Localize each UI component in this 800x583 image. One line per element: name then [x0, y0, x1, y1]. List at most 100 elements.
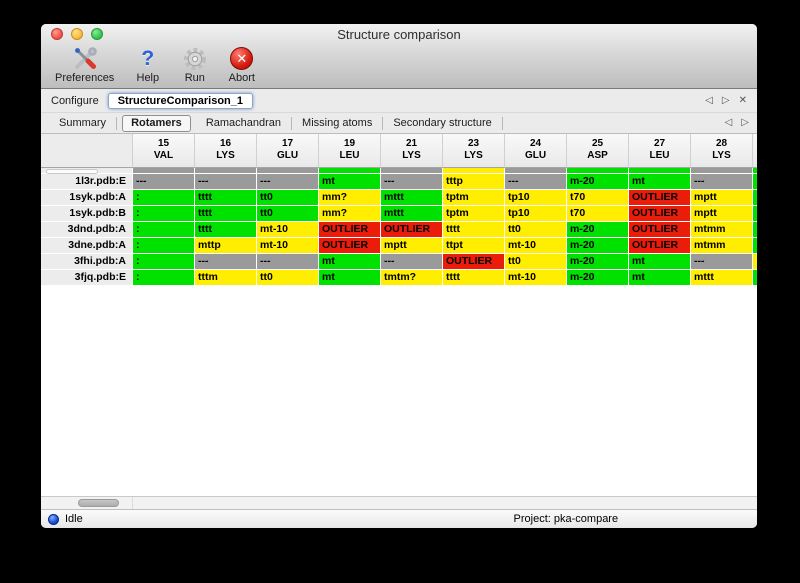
rotamer-cell[interactable]: tttm — [195, 270, 256, 285]
help-button[interactable]: ? Help — [134, 45, 161, 85]
rotamer-cell[interactable]: mttt — [691, 270, 752, 285]
rotamer-cell[interactable]: OUTLIER — [629, 222, 690, 237]
prev-configuration-arrow-icon[interactable]: ◁ — [705, 94, 713, 106]
rotamer-cell[interactable]: tptm — [443, 206, 504, 221]
rotamer-cell[interactable]: tttt — [443, 222, 504, 237]
rotamer-cell[interactable]: mptt — [691, 206, 752, 221]
rotamer-cell[interactable]: --- — [691, 254, 752, 269]
prev-tab-arrow-icon[interactable]: ◁ — [724, 117, 733, 128]
rotamer-cell[interactable]: t70 — [567, 190, 628, 205]
horizontal-scrollbar-thumb[interactable] — [78, 499, 119, 507]
rotamer-cell[interactable]: tt0 — [257, 190, 318, 205]
tab-ramachandran[interactable]: Ramachandran — [196, 116, 293, 130]
rotamer-cell[interactable]: mtmm — [691, 238, 752, 253]
rotamer-cell[interactable]: mtmm — [691, 222, 752, 237]
rotamer-cell[interactable]: --- — [505, 174, 566, 189]
rotamer-cell[interactable]: tttt — [195, 206, 256, 221]
rotamer-cell[interactable]: mttt — [381, 206, 442, 221]
rotamer-cell[interactable]: mt — [629, 174, 690, 189]
rotamer-cell[interactable]: OUTLIER — [381, 222, 442, 237]
rotamer-cell[interactable]: --- — [133, 174, 194, 189]
tab-summary[interactable]: Summary — [49, 116, 118, 130]
rotamer-cell[interactable]: mt-10 — [505, 270, 566, 285]
column-header[interactable]: 15 VAL — [133, 134, 195, 168]
rotamer-cell[interactable]: : — [133, 238, 194, 253]
rotamer-cell[interactable]: tt0 — [505, 222, 566, 237]
rotamer-cell[interactable]: mm? — [319, 190, 380, 205]
titlebar[interactable]: Structure comparison — [41, 24, 757, 44]
rotamer-cell[interactable]: OUTLIER — [629, 190, 690, 205]
horizontal-scrollbar[interactable] — [41, 496, 757, 509]
column-header[interactable]: 28 LYS — [691, 134, 753, 168]
rotamer-cell[interactable]: t70 — [567, 206, 628, 221]
rotamer-cell[interactable]: tp10 — [505, 190, 566, 205]
rotamer-cell[interactable]: mttp — [195, 238, 256, 253]
rotamer-cell[interactable]: mt-10 — [257, 238, 318, 253]
zoom-window-button[interactable] — [91, 28, 103, 40]
column-header[interactable]: 16 LYS — [195, 134, 257, 168]
rotamer-cell[interactable]: tt0 — [505, 254, 566, 269]
rotamer-cell[interactable]: tttt — [195, 222, 256, 237]
rotamer-cell[interactable]: : — [133, 222, 194, 237]
rotamer-cell[interactable]: tmtm? — [381, 270, 442, 285]
tab-secondary-structure[interactable]: Secondary structure — [383, 116, 503, 130]
rotamer-cell[interactable]: tttt — [195, 190, 256, 205]
rotamer-cell[interactable]: OUTLIER — [629, 206, 690, 221]
rotamer-cell[interactable]: mt — [319, 254, 380, 269]
rotamer-cell[interactable]: m-20 — [567, 254, 628, 269]
rotamer-cell[interactable]: mptt — [691, 190, 752, 205]
minimize-window-button[interactable] — [71, 28, 83, 40]
tab-missing-atoms[interactable]: Missing atoms — [292, 116, 384, 130]
rotamer-cell[interactable]: mm? — [319, 206, 380, 221]
configuration-name-box[interactable]: StructureComparison_1 — [107, 92, 254, 109]
rotamer-cell[interactable]: --- — [195, 174, 256, 189]
rotamer-cell[interactable]: m-20 — [567, 238, 628, 253]
rotamer-cell[interactable]: --- — [691, 174, 752, 189]
rotamer-cell[interactable]: OUTLIER — [443, 254, 504, 269]
preferences-button[interactable]: Preferences — [55, 45, 114, 84]
rotamer-cell[interactable]: OUTLIER — [319, 222, 380, 237]
column-header[interactable]: 17 GLU — [257, 134, 319, 168]
rotamer-cell[interactable]: : — [133, 190, 194, 205]
rotamer-cell[interactable]: --- — [257, 254, 318, 269]
rotamer-cell[interactable]: mt — [319, 270, 380, 285]
column-header[interactable]: 21 LYS — [381, 134, 443, 168]
rotamer-cell[interactable]: mt-10 — [257, 222, 318, 237]
close-configuration-icon[interactable]: ✕ — [738, 94, 747, 106]
column-header[interactable]: 27 LEU — [629, 134, 691, 168]
rotamer-cell[interactable]: tptm — [443, 190, 504, 205]
rotamer-cell[interactable]: mttt — [381, 190, 442, 205]
run-button[interactable]: Run — [181, 45, 208, 84]
rotamer-cell[interactable]: : — [133, 270, 194, 285]
rotamer-cell[interactable]: m-20 — [567, 270, 628, 285]
rotamer-cell[interactable]: OUTLIER — [319, 238, 380, 253]
column-header[interactable]: 19 LEU — [319, 134, 381, 168]
rotamer-cell[interactable]: tt0 — [257, 206, 318, 221]
rotamer-cell[interactable]: mt — [319, 174, 380, 189]
tab-rotamers[interactable]: Rotamers — [122, 114, 191, 132]
rotamer-cell[interactable]: --- — [381, 174, 442, 189]
rotamer-cell[interactable]: tt0 — [257, 270, 318, 285]
rotamer-cell[interactable]: m-20 — [567, 174, 628, 189]
rotamer-cell[interactable]: : — [133, 254, 194, 269]
rotamer-cell[interactable]: ttpt — [443, 238, 504, 253]
abort-button[interactable]: ✕ Abort — [228, 45, 255, 84]
row-header-scrollbar[interactable] — [46, 169, 98, 174]
rotamer-cell[interactable]: --- — [381, 254, 442, 269]
rotamer-cell[interactable]: --- — [195, 254, 256, 269]
rotamer-cell[interactable]: tttp — [443, 174, 504, 189]
column-header[interactable]: 25 ASP — [567, 134, 629, 168]
rotamer-cell[interactable]: : — [133, 206, 194, 221]
rotamer-cell[interactable]: mptt — [381, 238, 442, 253]
rotamer-cell[interactable]: m-20 — [567, 222, 628, 237]
close-window-button[interactable] — [51, 28, 63, 40]
rotamer-cell[interactable]: tttt — [443, 270, 504, 285]
column-header[interactable]: 23 LYS — [443, 134, 505, 168]
next-tab-arrow-icon[interactable]: ▷ — [741, 117, 749, 128]
rotamer-cell[interactable]: OUTLIER — [629, 238, 690, 253]
next-configuration-arrow-icon[interactable]: ▷ — [721, 94, 730, 106]
column-header[interactable]: 24 GLU — [505, 134, 567, 168]
rotamer-cell[interactable]: mt — [629, 254, 690, 269]
rotamer-cell[interactable]: --- — [257, 174, 318, 189]
rotamer-cell[interactable]: mt — [629, 270, 690, 285]
